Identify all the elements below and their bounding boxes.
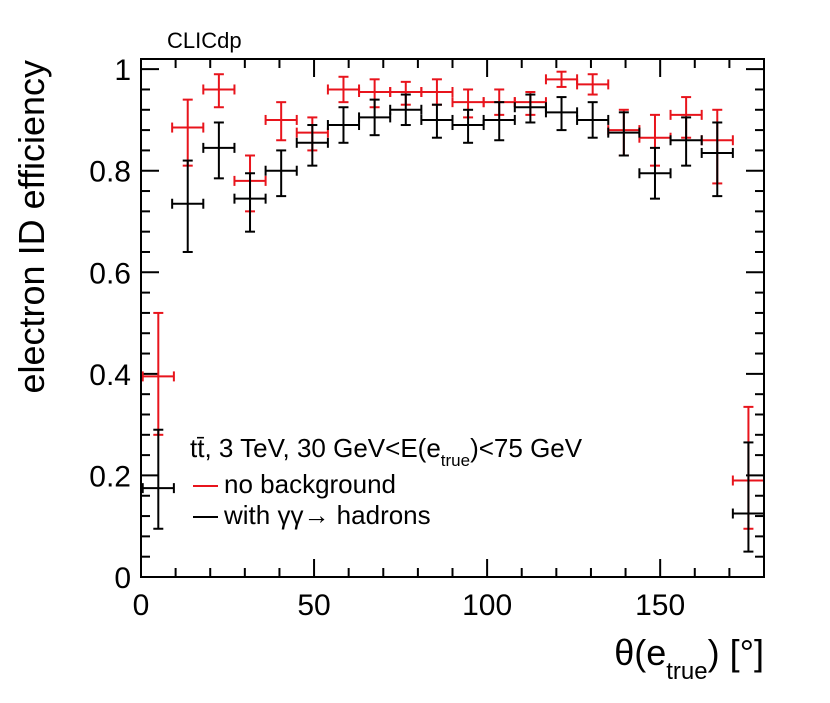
data-point xyxy=(389,93,423,127)
data-point xyxy=(482,101,516,142)
x-tick-label: 150 xyxy=(635,589,685,622)
data-point xyxy=(576,73,610,96)
data-point xyxy=(544,70,579,88)
legend-entry-no-background: no background xyxy=(224,469,396,499)
data-point xyxy=(264,101,298,142)
y-tick-label: 0 xyxy=(114,562,131,595)
data-point xyxy=(420,103,454,139)
x-axis-title-tail: ) [°] xyxy=(708,632,764,673)
plot-frame xyxy=(140,58,765,578)
legend-header-tail: )<75 GeV xyxy=(470,433,583,463)
legend-entry-with-background: with γγ→ hadrons xyxy=(223,500,431,530)
x-tick-label: 0 xyxy=(133,589,150,622)
y-tick-label: 0.2 xyxy=(89,460,131,493)
legend-header-main: tt̄, 3 TeV, 30 GeV<E(e xyxy=(190,433,441,463)
data-point xyxy=(700,121,734,198)
data-point xyxy=(420,78,454,106)
data-point xyxy=(638,146,672,200)
experiment-label: CLICdp xyxy=(167,28,242,53)
data-point xyxy=(264,149,298,198)
data-point xyxy=(233,172,267,233)
axis-tick-labels: 0 50 100 150 0 0.2 0.4 0.6 0.8 1 xyxy=(89,54,685,622)
data-point xyxy=(731,441,765,553)
data-series xyxy=(141,70,765,553)
y-axis-title: electron ID efficiency xyxy=(11,60,52,394)
x-axis-title-sub: true xyxy=(666,658,707,685)
data-point xyxy=(513,93,547,124)
data-point xyxy=(451,108,485,144)
y-tick-label: 1 xyxy=(114,54,131,87)
series-with-background xyxy=(141,93,765,553)
data-point xyxy=(141,428,175,530)
y-tick-label: 0.8 xyxy=(89,156,131,189)
data-point xyxy=(326,106,361,144)
data-point xyxy=(202,121,236,180)
x-tick-label: 100 xyxy=(462,589,512,622)
data-point xyxy=(326,75,361,104)
y-tick-label: 0.6 xyxy=(89,257,131,290)
data-point xyxy=(607,111,641,157)
x-tick-label: 50 xyxy=(297,589,330,622)
legend-header: tt̄, 3 TeV, 30 GeV<E(etrue)<75 GeV xyxy=(190,433,583,470)
data-point xyxy=(202,73,236,109)
data-point xyxy=(171,98,205,167)
x-axis-title: θ(etrue) [°] xyxy=(614,632,764,685)
legend: tt̄, 3 TeV, 30 GeV<E(etrue)<75 GeV no ba… xyxy=(190,433,583,530)
legend-header-sub: true xyxy=(441,451,470,470)
data-point xyxy=(358,98,392,137)
data-point xyxy=(669,116,703,167)
data-point xyxy=(576,101,610,139)
y-tick-label: 0.4 xyxy=(89,359,131,392)
x-axis-title-main: θ(e xyxy=(614,632,666,673)
data-point xyxy=(544,96,579,132)
data-point xyxy=(171,159,205,253)
data-point xyxy=(295,124,329,167)
